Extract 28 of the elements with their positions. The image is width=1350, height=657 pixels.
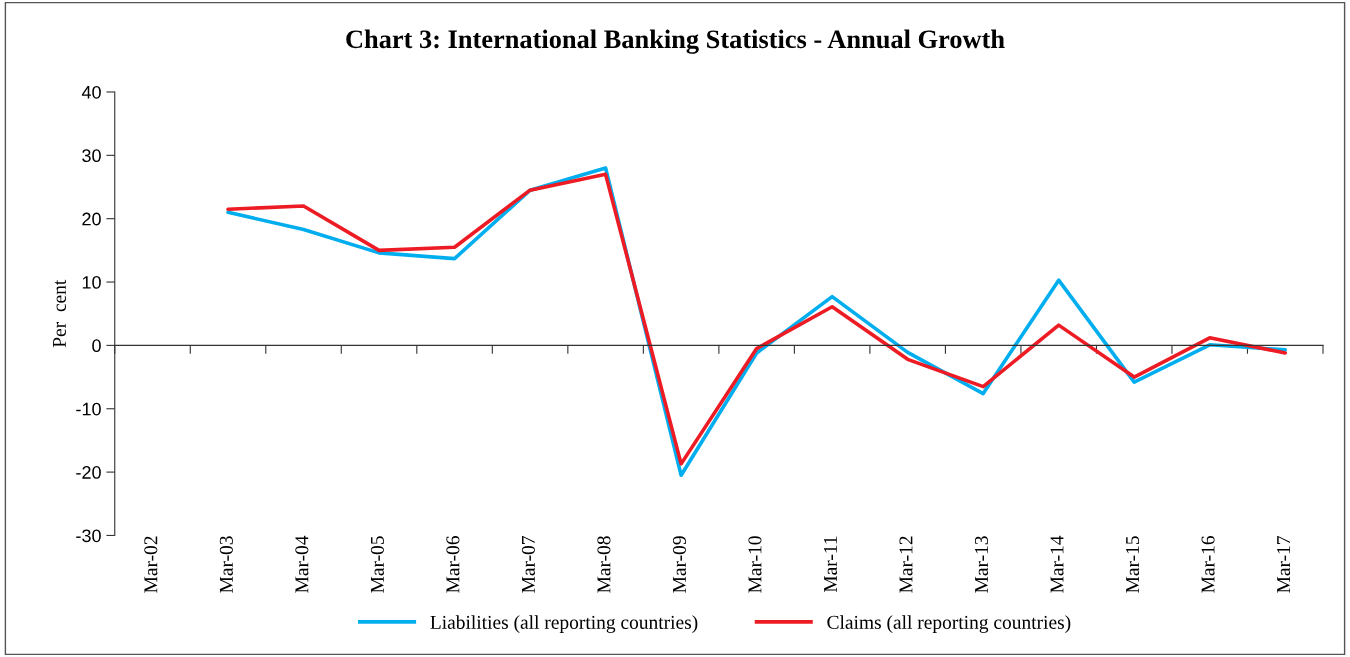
x-tick-label: Mar-14: [1050, 535, 1064, 593]
x-tick-label: Mar-06: [446, 536, 460, 593]
x-tick-label: Mar-17: [1277, 536, 1291, 593]
x-tick-label: Mar-15: [1126, 536, 1140, 593]
y-axis-title: Per cent: [53, 279, 66, 348]
x-tick-label: Mar-04: [295, 535, 309, 593]
y-tick-label: 40: [81, 85, 101, 99]
y-tick-label: 10: [82, 275, 101, 289]
x-tick-label: Mar-12: [899, 536, 913, 593]
x-tick-label: Mar-10: [748, 536, 762, 593]
x-tick-label: Mar-02: [144, 536, 158, 593]
x-tick-label: Mar-07: [521, 536, 535, 593]
x-tick-label: Mar-11: [823, 536, 838, 593]
y-tick-label: -20: [76, 466, 101, 479]
x-tick-label: Mar-16: [1201, 536, 1215, 593]
y-tick-label: 0: [92, 339, 101, 353]
legend-label: Claims (all reporting countries): [827, 615, 1071, 633]
y-tick-label: 20: [82, 212, 101, 226]
x-tick-label: Mar-05: [370, 536, 384, 593]
y-tick-label: 30: [82, 149, 101, 163]
legend-label: Liabilities (all reporting countries): [430, 615, 698, 633]
y-tick-label: -10: [76, 402, 101, 416]
x-tick-label: Mar-13: [974, 536, 989, 593]
x-tick-label: Mar-03: [219, 536, 233, 593]
y-tick-label: -30: [76, 529, 101, 543]
x-tick-label: Mar-08: [597, 536, 611, 593]
x-tick-label: Mar-09: [672, 536, 686, 593]
chart-title: Chart 3: International Banking Statistics - Annual Growth: [346, 29, 1005, 54]
